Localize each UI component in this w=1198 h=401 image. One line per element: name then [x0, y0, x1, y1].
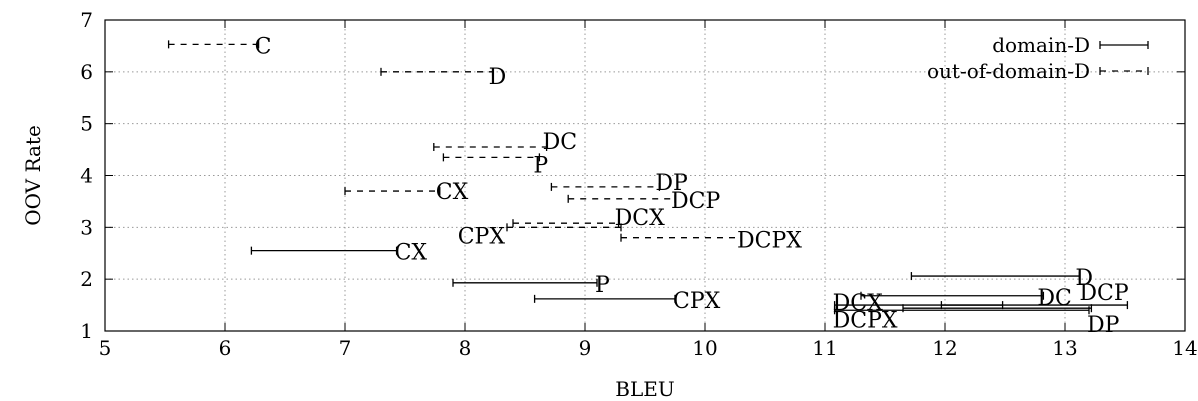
y-tick-label: 7	[80, 8, 93, 32]
x-tick-label: 5	[99, 336, 112, 360]
data-label: DC	[543, 130, 577, 155]
data-label: DP	[655, 171, 688, 196]
data-label: DCPX	[833, 308, 898, 333]
legend-label: domain-D	[992, 33, 1090, 57]
x-tick-label: 7	[339, 336, 352, 360]
y-tick-label: 5	[80, 112, 93, 136]
data-label: DP	[1087, 313, 1120, 338]
x-axis-title: BLEU	[615, 377, 674, 401]
x-tick-label: 10	[692, 336, 717, 360]
y-tick-label: 1	[80, 319, 93, 343]
data-label: D	[1075, 266, 1093, 291]
data-label: D	[489, 65, 507, 90]
legend-label: out-of-domain-D	[927, 59, 1090, 83]
grid	[105, 20, 1185, 331]
data-label: C	[255, 34, 272, 59]
data-label: P	[595, 273, 610, 298]
x-tick-label: 13	[1052, 336, 1077, 360]
data-label: CX	[395, 241, 428, 266]
x-tick-label: 14	[1172, 336, 1197, 360]
y-tick-label: 3	[80, 215, 93, 239]
y-tick-label: 6	[80, 60, 93, 84]
y-tick-label: 4	[80, 164, 93, 188]
y-axis-title: OOV Rate	[21, 125, 45, 226]
data-label: CPX	[673, 289, 721, 314]
x-tick-label: 11	[812, 336, 837, 360]
y-tick-label: 2	[80, 267, 93, 291]
plot-frame	[104, 19, 1186, 332]
x-tick-label: 12	[932, 336, 957, 360]
data-label: CX	[436, 180, 469, 205]
x-tick-label: 6	[219, 336, 232, 360]
data-label: DC	[1037, 286, 1071, 311]
data-label: DCX	[833, 291, 883, 316]
data-label: DCPX	[737, 229, 802, 254]
data-label: DCX	[615, 206, 665, 231]
data-label: CPX	[458, 224, 506, 249]
data-label: DCP	[671, 189, 720, 214]
x-tick-label: 9	[579, 336, 592, 360]
data-label: P	[533, 153, 548, 178]
x-tick-label: 8	[459, 336, 472, 360]
data-label: DCP	[1079, 281, 1128, 306]
